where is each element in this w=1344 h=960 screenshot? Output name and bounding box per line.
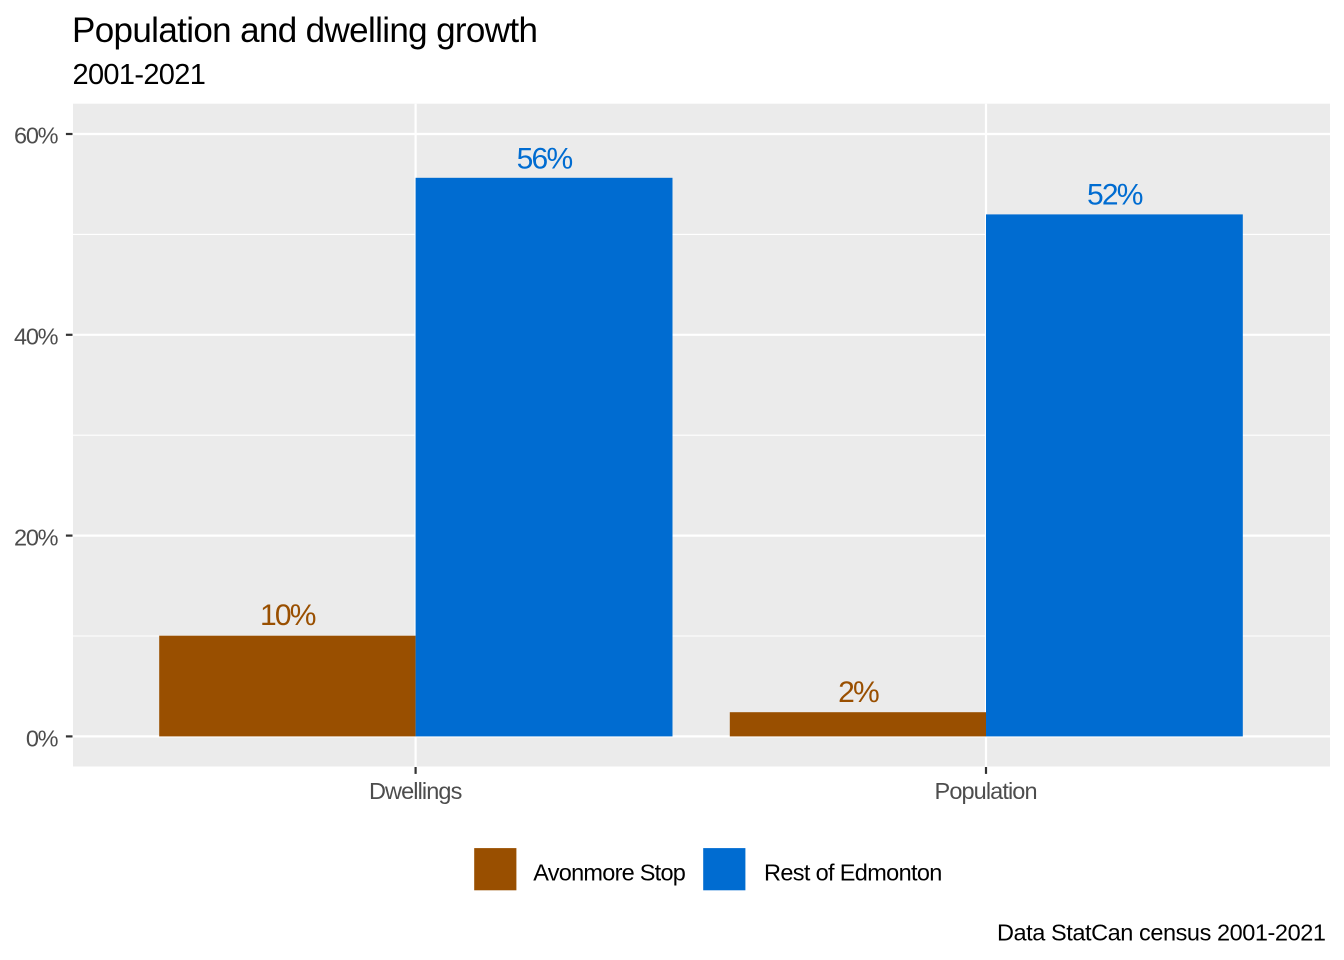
svg-text:Data StatCan census 2001-2021: Data StatCan census 2001-2021 (997, 919, 1326, 945)
svg-text:Rest of Edmonton: Rest of Edmonton (764, 860, 942, 886)
svg-text:52%: 52% (1087, 179, 1143, 212)
svg-text:20%: 20% (14, 524, 59, 550)
svg-text:Avonmore Stop: Avonmore Stop (533, 860, 685, 886)
svg-text:0%: 0% (26, 725, 59, 751)
svg-text:2001-2021: 2001-2021 (73, 59, 206, 91)
svg-text:10%: 10% (260, 599, 316, 632)
svg-text:Population and dwelling growth: Population and dwelling growth (72, 11, 537, 50)
svg-text:56%: 56% (517, 142, 573, 175)
svg-text:Dwellings: Dwellings (369, 778, 462, 804)
svg-text:Population: Population (935, 778, 1037, 804)
svg-text:40%: 40% (14, 324, 59, 350)
svg-text:60%: 60% (14, 123, 59, 149)
svg-text:2%: 2% (838, 676, 879, 709)
